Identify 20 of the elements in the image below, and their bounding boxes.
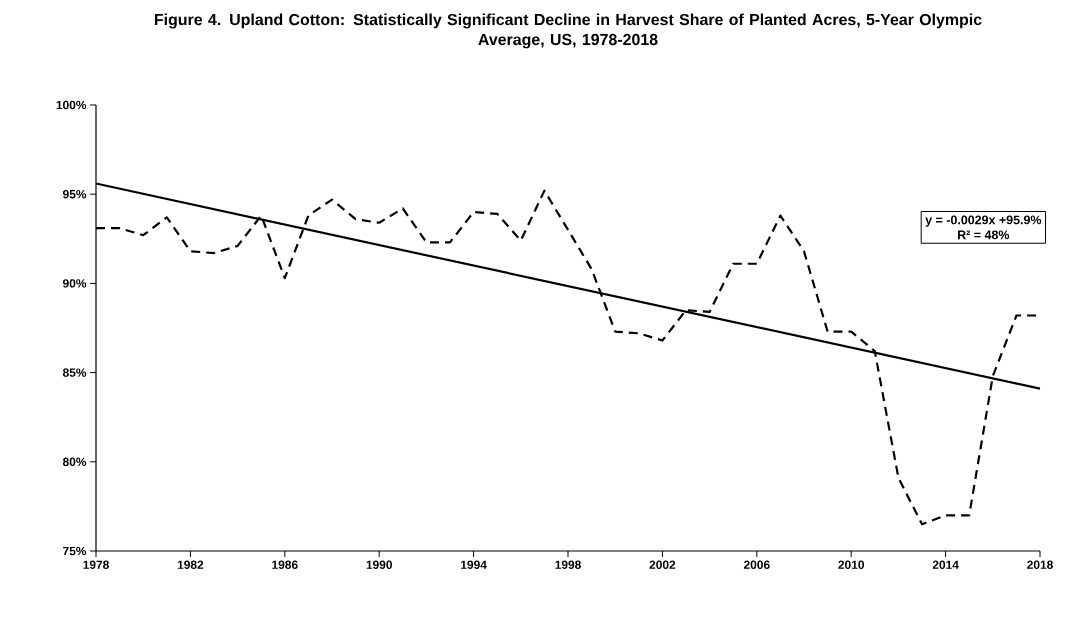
x-tick-label: 2002 (649, 560, 676, 569)
x-tick-label: 1982 (177, 560, 204, 569)
x-tick-label: 1986 (272, 560, 298, 569)
x-tick-label: 1990 (366, 560, 392, 569)
y-tick-label: 75% (63, 546, 87, 556)
x-tick-label: 1978 (83, 560, 109, 569)
annotation: R² = 48% (958, 230, 1010, 240)
x-tick-label: 2010 (838, 560, 865, 569)
x-tick-label: 2014 (932, 560, 959, 569)
chart-title: Figure 4. Upland Cotton: Statistically Significant Decline in Harvest Share of Planted Acres, 5-Year Olympic Average, US, 1978-2018 (154, 13, 982, 49)
y-tick-label: 100% (56, 100, 87, 110)
y-tick-label: 80% (62, 457, 87, 467)
y-tick-label: 95% (62, 189, 87, 199)
annotation: y = -0.0029x +95.9% (925, 215, 1042, 227)
x-tick-label: 2006 (743, 560, 770, 569)
x-tick-label: 1994 (461, 560, 487, 569)
y-tick-label: 85% (62, 368, 87, 377)
x-tick-label: 2018 (1027, 560, 1053, 569)
y-tick-label: 90% (62, 279, 87, 288)
x-tick-label: 1998 (555, 560, 581, 569)
